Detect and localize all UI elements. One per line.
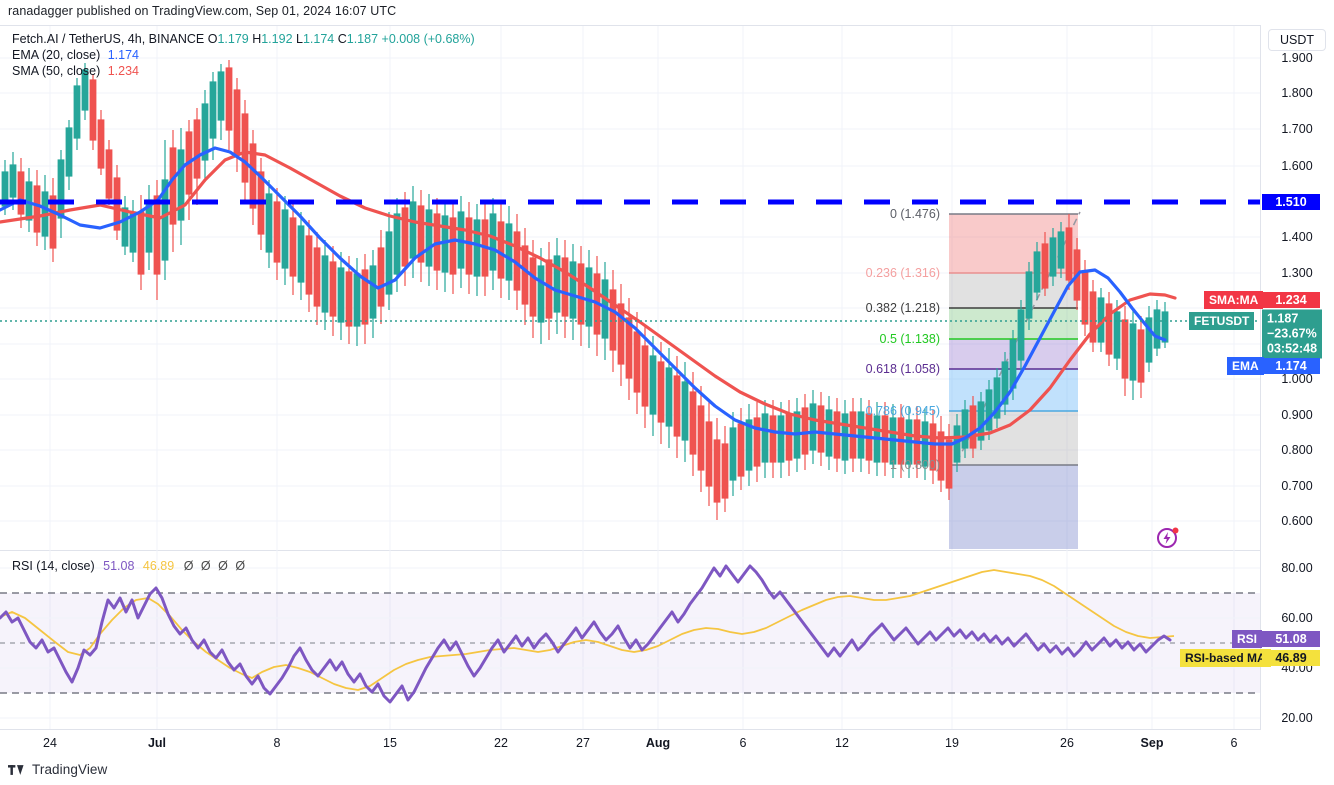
ema-badge-value[interactable]: 1.174 xyxy=(1262,358,1320,374)
chart-frame[interactable] xyxy=(0,25,1334,730)
price-tick-0600: 0.600 xyxy=(1281,514,1313,528)
last-price-change-pct: −23.67% xyxy=(1267,326,1317,341)
last-price-badge[interactable]: 1.187 −23.67% 03:52:48 xyxy=(1262,309,1322,359)
time-tick-1: Jul xyxy=(147,736,167,750)
time-tick-11: Sep xyxy=(1140,736,1164,750)
price-tick-0900: 0.900 xyxy=(1281,408,1313,422)
sma-badge-label[interactable]: SMA:MA xyxy=(1204,291,1264,309)
time-tick-2: 8 xyxy=(273,736,281,750)
rsi-legend: RSI (14, close) 51.08 46.89 Ø Ø Ø Ø xyxy=(12,559,245,573)
rsi-tick-60: 60.00 xyxy=(1281,611,1313,625)
symbol-ohlc-row: Fetch.AI / TetherUS, 4h, BINANCE O1.179 … xyxy=(12,32,475,46)
symbol-label[interactable]: Fetch.AI / TetherUS, 4h, BINANCE xyxy=(12,32,205,46)
rsi-legend-value: 51.08 xyxy=(103,559,135,573)
time-tick-5: 27 xyxy=(576,736,590,750)
high-label: H xyxy=(252,32,262,46)
time-tick-8: 12 xyxy=(835,736,849,750)
idea-lightning-icon[interactable] xyxy=(1156,525,1180,549)
ema-legend-value: 1.174 xyxy=(107,48,139,62)
fib-label-618: 0.618 (1.058) xyxy=(865,362,940,376)
rsi-badge-value[interactable]: 51.08 xyxy=(1262,631,1320,647)
fib-label-786: 0.786 (0.945) xyxy=(865,404,940,418)
footer-branding[interactable]: TradingView xyxy=(8,762,107,777)
rsi-tick-80: 80.00 xyxy=(1281,561,1313,575)
rsi-empty-3: Ø xyxy=(218,559,228,573)
rsi-tick-20: 20.00 xyxy=(1281,711,1313,725)
rsi-empty-4: Ø xyxy=(235,559,246,573)
low-label: L xyxy=(296,32,303,46)
price-tick-1900: 1.900 xyxy=(1281,51,1313,65)
open-label: O xyxy=(207,32,218,46)
rsi-badge-label[interactable]: RSI xyxy=(1232,630,1263,648)
open-value: 1.179 xyxy=(217,32,249,46)
tradingview-logo-icon xyxy=(8,764,24,775)
sma-legend-label[interactable]: SMA (50, close) xyxy=(12,64,101,78)
time-tick-9: 19 xyxy=(945,736,959,750)
last-price-value: 1.187 xyxy=(1267,311,1299,326)
fib-label-236: 0.236 (1.316) xyxy=(865,266,940,280)
time-tick-3: 15 xyxy=(383,736,397,750)
ema-legend-row: EMA (20, close) 1.174 xyxy=(12,48,475,62)
sma-legend-row: SMA (50, close) 1.234 xyxy=(12,64,475,78)
close-label: C xyxy=(337,32,347,46)
rsi-ma-badge-value[interactable]: 46.89 xyxy=(1262,650,1320,666)
sma-badge-value[interactable]: 1.234 xyxy=(1262,292,1320,308)
time-tick-6: Aug xyxy=(645,736,671,750)
currency-unit-badge[interactable]: USDT xyxy=(1268,29,1326,51)
price-tick-0800: 0.800 xyxy=(1281,443,1313,457)
price-axis-ticks: 1.900 1.800 1.700 1.600 1.400 1.300 1.00… xyxy=(1260,0,1334,785)
close-value: 1.187 xyxy=(346,32,379,46)
rsi-ma-badge-label[interactable]: RSI-based MA xyxy=(1180,649,1271,667)
resistance-level-badge[interactable]: 1.510 xyxy=(1262,194,1320,210)
price-legend: Fetch.AI / TetherUS, 4h, BINANCE O1.179 … xyxy=(12,32,475,78)
high-value: 1.192 xyxy=(261,32,293,46)
bar-countdown: 03:52:48 xyxy=(1267,341,1318,356)
price-tick-1400: 1.400 xyxy=(1281,230,1313,244)
attribution-text: ranadagger published on TradingView.com,… xyxy=(8,4,397,18)
time-axis[interactable]: 24 Jul 8 15 22 27 Aug 6 12 19 26 Sep 6 xyxy=(0,730,1334,758)
change-value: +0.008 xyxy=(381,32,421,46)
price-tick-1800: 1.800 xyxy=(1281,86,1313,100)
price-tick-1300: 1.300 xyxy=(1281,266,1313,280)
last-price-badge-label[interactable]: FETUSDT xyxy=(1189,312,1255,330)
time-tick-7: 6 xyxy=(739,736,747,750)
time-tick-4: 22 xyxy=(494,736,508,750)
low-value: 1.174 xyxy=(302,32,335,46)
price-tick-1000: 1.000 xyxy=(1281,372,1313,386)
pane-separator xyxy=(0,550,1260,551)
fib-label-0: 0 (1.476) xyxy=(889,207,940,221)
time-tick-0: 24 xyxy=(43,736,57,750)
ema-badge-label[interactable]: EMA xyxy=(1227,357,1264,375)
rsi-empty-2: Ø xyxy=(200,559,211,573)
change-percent: (+0.68%) xyxy=(423,32,475,46)
price-tick-1600: 1.600 xyxy=(1281,159,1313,173)
fib-label-1: 1 (0.800) xyxy=(889,458,940,472)
rsi-empty-1: Ø xyxy=(183,559,194,573)
price-axis[interactable] xyxy=(1260,25,1334,730)
time-tick-10: 26 xyxy=(1060,736,1074,750)
footer-brand-name: TradingView xyxy=(32,762,108,777)
price-tick-1700: 1.700 xyxy=(1281,122,1313,136)
rsi-legend-label[interactable]: RSI (14, close) xyxy=(12,559,95,573)
price-tick-0700: 0.700 xyxy=(1281,479,1313,493)
fib-label-500: 0.5 (1.138) xyxy=(879,332,940,346)
rsi-ma-legend-value: 46.89 xyxy=(142,559,175,573)
sma-legend-value: 1.234 xyxy=(107,64,139,78)
ema-legend-label[interactable]: EMA (20, close) xyxy=(12,48,101,62)
fib-label-382: 0.382 (1.218) xyxy=(865,301,940,315)
time-tick-12: 6 xyxy=(1230,736,1238,750)
